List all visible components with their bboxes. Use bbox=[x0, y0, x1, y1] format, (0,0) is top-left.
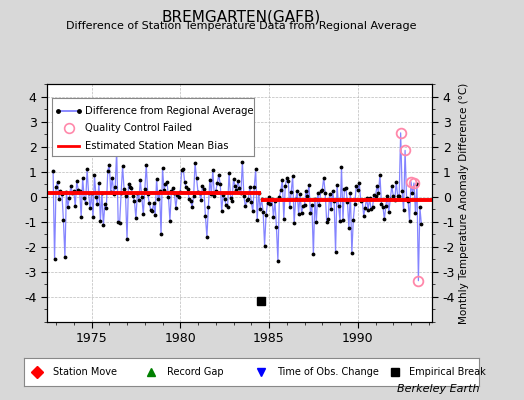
Text: Estimated Station Mean Bias: Estimated Station Mean Bias bbox=[85, 141, 228, 151]
Text: Station Move: Station Move bbox=[53, 367, 117, 377]
Y-axis label: Monthly Temperature Anomaly Difference (°C): Monthly Temperature Anomaly Difference (… bbox=[459, 82, 470, 324]
Text: Empirical Break: Empirical Break bbox=[409, 367, 486, 377]
Text: Quality Control Failed: Quality Control Failed bbox=[85, 123, 192, 133]
Text: Berkeley Earth: Berkeley Earth bbox=[397, 384, 479, 394]
Text: Record Gap: Record Gap bbox=[167, 367, 224, 377]
Text: Difference from Regional Average: Difference from Regional Average bbox=[85, 106, 253, 116]
Text: Difference of Station Temperature Data from Regional Average: Difference of Station Temperature Data f… bbox=[66, 21, 416, 31]
Text: Time of Obs. Change: Time of Obs. Change bbox=[277, 367, 378, 377]
Text: BREMGARTEN(GAFB): BREMGARTEN(GAFB) bbox=[161, 10, 321, 25]
